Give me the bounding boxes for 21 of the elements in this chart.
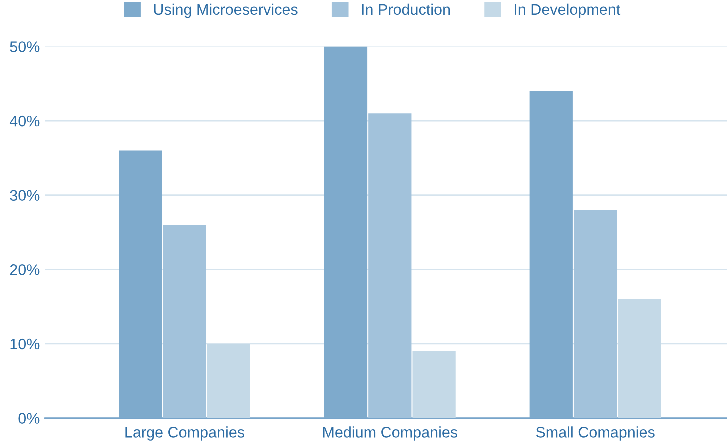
- y-tick-label: 50%: [10, 42, 40, 52]
- bar: [368, 114, 412, 418]
- bar: [324, 46, 368, 418]
- legend-label: Using Microeservices: [154, 4, 298, 18]
- bar: [119, 150, 162, 418]
- y-tick-label: 10%: [10, 338, 40, 350]
- y-tick-label: 20%: [10, 264, 40, 276]
- legend-label: In Development: [515, 4, 621, 18]
- bar: [618, 299, 662, 418]
- x-tick-label: Large Companies: [126, 426, 244, 441]
- x-tick-label: Medium Companies: [323, 426, 458, 441]
- y-tick-label: 40%: [10, 116, 40, 127]
- bar: [207, 344, 250, 418]
- y-tick-label: 30%: [10, 190, 40, 202]
- bar: [412, 351, 456, 418]
- bar: [574, 210, 618, 418]
- y-tick-label: 0%: [18, 413, 40, 424]
- bar: [163, 225, 206, 418]
- legend-label: In Production: [362, 4, 450, 16]
- x-tick-label: Small Comapnies: [536, 426, 655, 441]
- bar: [530, 91, 573, 418]
